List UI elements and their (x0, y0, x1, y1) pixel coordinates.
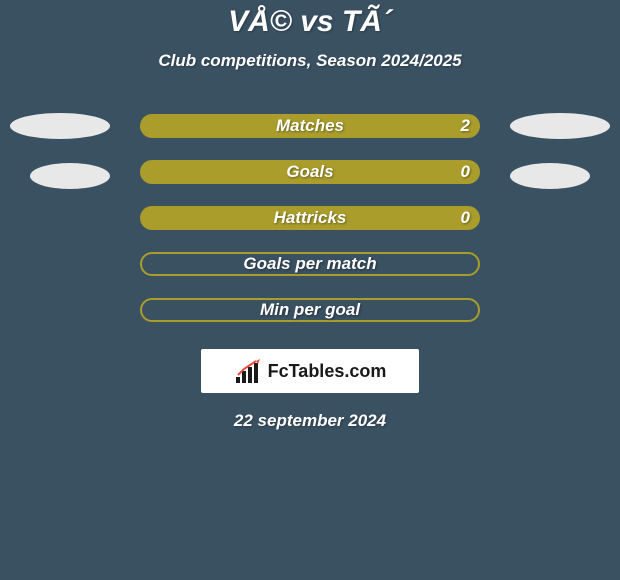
stat-row-hattricks: Hattricks 0 (0, 201, 620, 247)
stat-row-matches: Matches 2 (0, 109, 620, 155)
stat-label: Hattricks (274, 208, 347, 228)
stat-pill-goals: Goals 0 (140, 160, 480, 184)
main-container: VÅ© vs TÃ´ Club competitions, Season 202… (0, 0, 620, 431)
stat-row-min-per-goal: Min per goal (0, 293, 620, 339)
page-subtitle: Club competitions, Season 2024/2025 (158, 51, 461, 71)
stats-area: Matches 2 Goals 0 Hattricks 0 Goals per … (0, 109, 620, 339)
stat-row-goals-per-match: Goals per match (0, 247, 620, 293)
stat-label: Min per goal (260, 300, 360, 320)
stat-value: 2 (461, 116, 470, 136)
stat-pill-mpg: Min per goal (140, 298, 480, 322)
page-title: VÅ© vs TÃ´ (228, 5, 392, 39)
stat-label: Goals per match (243, 254, 376, 274)
logo-content: FcTables.com (234, 359, 387, 383)
stat-pill-hattricks: Hattricks 0 (140, 206, 480, 230)
stat-value: 0 (461, 162, 470, 182)
logo-text: FcTables.com (268, 361, 387, 382)
footer-date: 22 september 2024 (234, 411, 386, 431)
stat-pill-matches: Matches 2 (140, 114, 480, 138)
stat-value: 0 (461, 208, 470, 228)
ellipse-right-icon (510, 163, 590, 189)
stat-pill-gpm: Goals per match (140, 252, 480, 276)
ellipse-left-icon (10, 113, 110, 139)
fctables-logo-icon (234, 359, 264, 383)
stat-label: Matches (276, 116, 344, 136)
ellipse-left-icon (30, 163, 110, 189)
ellipse-right-icon (510, 113, 610, 139)
stat-label: Goals (286, 162, 333, 182)
stat-row-goals: Goals 0 (0, 155, 620, 201)
logo-box[interactable]: FcTables.com (201, 349, 419, 393)
